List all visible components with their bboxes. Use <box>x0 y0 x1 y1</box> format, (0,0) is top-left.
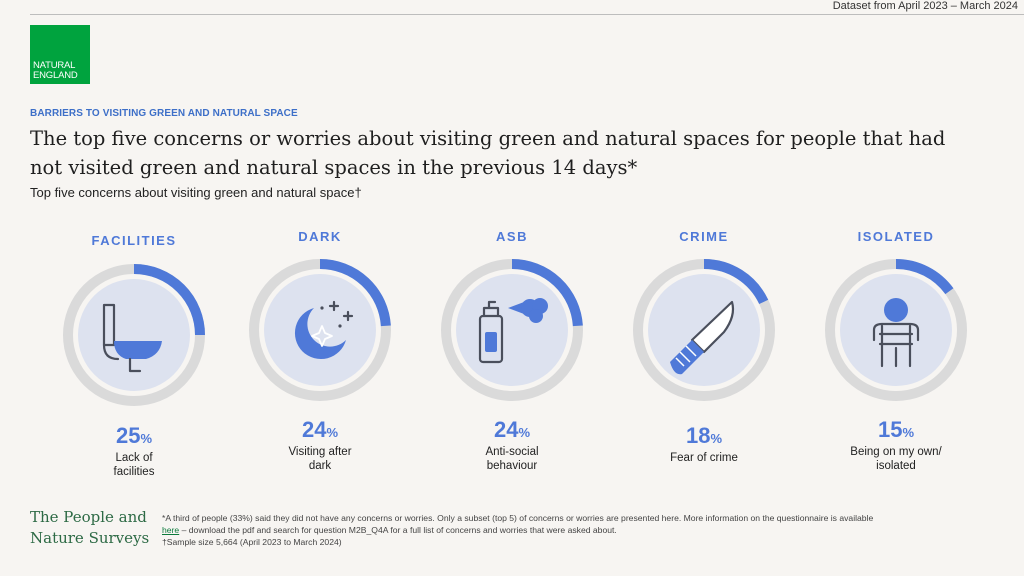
handle-grip <box>675 345 697 367</box>
spray-can-icon <box>478 298 548 364</box>
value-label: 24% <box>302 417 338 442</box>
knife-handle <box>670 340 704 375</box>
moon-star <box>311 325 333 347</box>
description-label: behaviour <box>487 460 538 472</box>
value-label: 24% <box>494 417 530 442</box>
person-head <box>884 298 908 322</box>
value-unit: % <box>326 425 338 440</box>
description-label: Being on my own/ <box>850 446 942 458</box>
description-label: facilities <box>114 466 155 478</box>
logo-line-1: NATURAL <box>33 60 76 71</box>
gauge-value-arc <box>133 264 205 336</box>
category-label: DARK <box>298 229 342 244</box>
spray-can-top <box>482 300 500 318</box>
sparkle-stars <box>328 300 354 322</box>
sample-size-note: †Sample size 5,664 (April 2023 to March … <box>162 537 342 547</box>
footnote: *A third of people (33%) said they did n… <box>162 512 882 548</box>
spray-can-label <box>485 332 497 352</box>
description-label: Fear of crime <box>670 452 738 464</box>
value-label: 15% <box>878 417 914 442</box>
top-divider <box>30 14 1024 15</box>
page-title: The top five concerns or worries about v… <box>30 127 946 179</box>
star-dot <box>338 324 342 328</box>
gauge-dark: DARK 24% Visiting after dark <box>249 229 391 472</box>
gauge-asb: ASB 24% Anti-social behaviour <box>441 229 583 472</box>
natural-england-logo: NATURAL ENGLAND <box>30 25 90 84</box>
description-label: Visiting after <box>288 446 351 458</box>
gauge-facilities: FACILITIES 25% Lack of facilities <box>63 233 205 478</box>
isolated-person-icon <box>872 298 920 368</box>
survey-brand: The People and Nature Surveys <box>30 507 149 549</box>
moon-shape <box>294 308 346 360</box>
gauge-value-arc <box>319 259 391 327</box>
value-unit: % <box>710 431 722 446</box>
survey-brand-line-2: Nature Surveys <box>30 529 150 547</box>
toilet-icon <box>102 303 162 373</box>
gauge-disc <box>456 274 568 386</box>
person-body <box>872 322 920 368</box>
survey-brand-line-1: The People and <box>30 508 147 526</box>
moon-stars-icon <box>294 300 354 360</box>
section-kicker: BARRIERS TO VISITING GREEN AND NATURAL S… <box>30 108 298 119</box>
footnote-text-1: *A third of people (33%) said they did n… <box>162 513 874 523</box>
description-label: isolated <box>876 460 916 472</box>
spray-can-body <box>478 314 504 364</box>
dataset-range: Dataset from April 2023 – March 2024 <box>832 0 1018 12</box>
gauge-value-arc <box>511 259 583 327</box>
value-unit: % <box>518 425 530 440</box>
concerns-gauge-chart: FACILITIES 25% Lack of facilities DARK 24% Vis… <box>63 229 967 478</box>
gauge-value-arc <box>703 259 769 305</box>
toilet-tank <box>102 303 116 347</box>
description-label: Anti-social <box>485 446 538 458</box>
footnote-text-2: – download the pdf and search for questi… <box>179 525 617 535</box>
gauge-isolated: ISOLATED 15% Being on my own/isolated <box>825 229 967 472</box>
star-dot <box>320 306 324 310</box>
knife-icon <box>670 300 735 375</box>
description-label: dark <box>309 460 332 472</box>
value-label: 25% <box>116 423 152 448</box>
spray-nozzle <box>508 302 524 314</box>
gauge-disc <box>78 279 190 391</box>
chart-subtitle: Top five concerns about visiting green a… <box>30 185 362 200</box>
category-label: ISOLATED <box>858 229 935 244</box>
category-label: ASB <box>496 229 528 244</box>
category-label: CRIME <box>679 229 728 244</box>
spray-cloud <box>529 309 543 323</box>
logo-line-2: ENGLAND <box>33 70 78 81</box>
knife-blade <box>690 300 735 354</box>
description-label: Lack of <box>115 452 153 464</box>
value-unit: % <box>140 431 152 446</box>
toilet-bowl <box>114 341 162 359</box>
gauge-value-arc <box>895 259 954 295</box>
value-label: 18% <box>686 423 722 448</box>
questionnaire-link[interactable]: here <box>162 525 180 535</box>
category-label: FACILITIES <box>91 233 176 248</box>
gauge-disc <box>840 274 952 386</box>
toilet-base <box>102 343 142 373</box>
gauge-crime: CRIME 18% Fear of crime <box>633 229 775 464</box>
value-unit: % <box>902 425 914 440</box>
